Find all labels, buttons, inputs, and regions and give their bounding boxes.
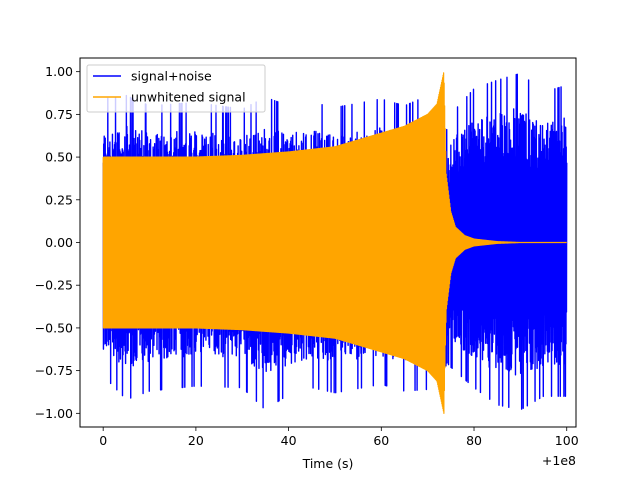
x-tick-label: 0 <box>99 433 107 448</box>
legend-label-unwhitened-signal: unwhitened signal <box>131 90 246 105</box>
y-tick-label: 0.50 <box>45 150 73 165</box>
legend-box <box>86 64 266 113</box>
x-tick-label: 100 <box>555 433 579 448</box>
series-layer <box>102 72 568 414</box>
series-line-unwhitened-signal <box>102 72 568 414</box>
legend: signal+noise unwhitened signal <box>86 64 266 113</box>
x-axis: 0 20 40 60 80 100 <box>99 427 579 448</box>
x-tick-label: 60 <box>373 433 389 448</box>
y-tick-label: −1.00 <box>35 406 73 421</box>
y-tick-label: 0.25 <box>45 192 73 207</box>
y-axis: −1.00 −0.75 −0.50 −0.25 0.00 0.25 0.50 0.75 1.00 <box>35 64 80 421</box>
y-tick-label: −0.25 <box>35 278 73 293</box>
y-tick-label: 1.00 <box>45 64 73 79</box>
x-tick-label: 40 <box>281 433 297 448</box>
x-axis-label: Time (s) <box>302 456 354 471</box>
y-tick-label: 0.00 <box>45 235 73 250</box>
y-tick-label: −0.50 <box>35 320 73 335</box>
y-tick-label: 0.75 <box>45 107 73 122</box>
x-offset-label: +1e8 <box>542 453 576 468</box>
x-tick-label: 80 <box>466 433 482 448</box>
y-tick-label: −0.75 <box>35 363 73 378</box>
x-tick-label: 20 <box>188 433 204 448</box>
legend-label-signal-noise: signal+noise <box>131 69 212 84</box>
